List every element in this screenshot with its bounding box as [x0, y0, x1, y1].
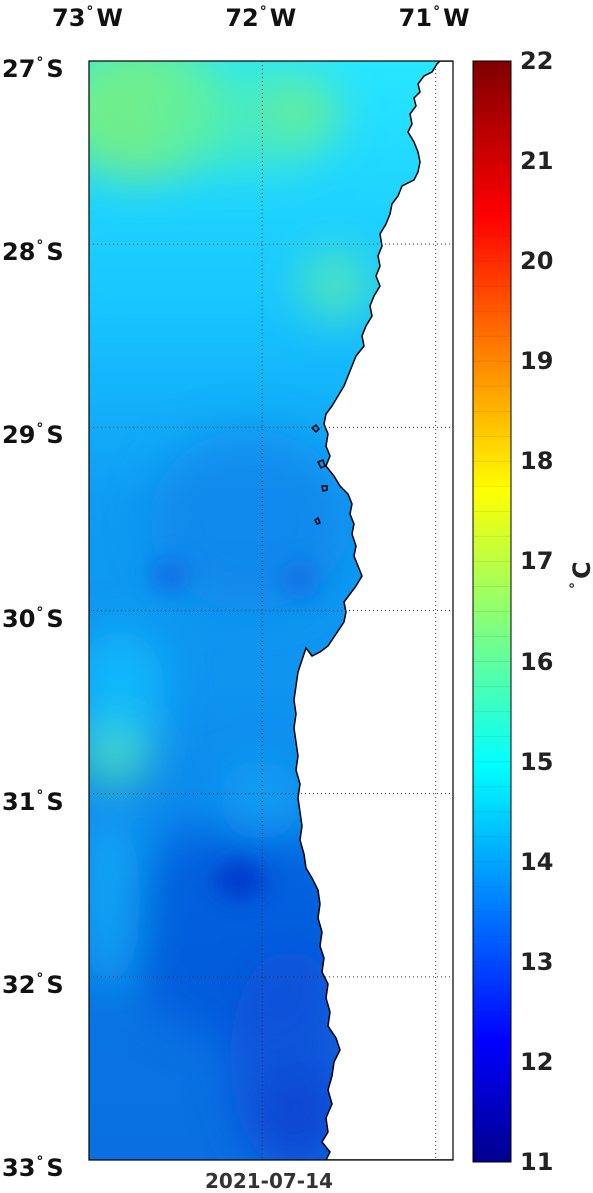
lat-tick-label: 33° S — [2, 1154, 64, 1182]
colorbar-tick-label: 14 — [520, 847, 554, 876]
colorbar-tick-label: 16 — [520, 647, 554, 676]
colorbar-tick-label: 15 — [520, 747, 554, 776]
map-date: 2021-07-14 — [205, 1169, 333, 1193]
lon-tick-label: 73° W — [52, 4, 123, 32]
colorbar-tick-label: 12 — [520, 1047, 554, 1076]
lat-tick-label: 29° S — [2, 421, 64, 450]
lon-tick-label: 71° W — [398, 4, 470, 32]
colorbar-unit: °C — [568, 561, 593, 589]
colorbar-tick-label: 22 — [520, 47, 554, 75]
lat-tick-label: 31° S — [2, 787, 64, 816]
colorbar-steps — [473, 60, 511, 1163]
lat-tick-label: 28° S — [2, 238, 64, 267]
colorbar-tick-label: 20 — [520, 247, 554, 276]
lon-tick-label: 72° W — [225, 4, 297, 32]
colorbar-tick-label: 11 — [520, 1148, 554, 1176]
map-frame — [88, 60, 454, 1161]
lat-tick-label: 30° S — [2, 604, 64, 633]
lat-tick-label: 32° S — [2, 970, 64, 999]
lat-tick-label: 27° S — [2, 55, 64, 83]
colorbar-ramp — [472, 60, 512, 1163]
colorbar-tick-label: 13 — [520, 947, 554, 976]
sst-field — [89, 61, 453, 1160]
colorbar-tick-label: 18 — [520, 447, 554, 476]
colorbar-tick-label: 17 — [520, 547, 554, 576]
colorbar-tick-label: 19 — [520, 347, 554, 376]
colorbar-tick-label: 21 — [520, 147, 554, 176]
